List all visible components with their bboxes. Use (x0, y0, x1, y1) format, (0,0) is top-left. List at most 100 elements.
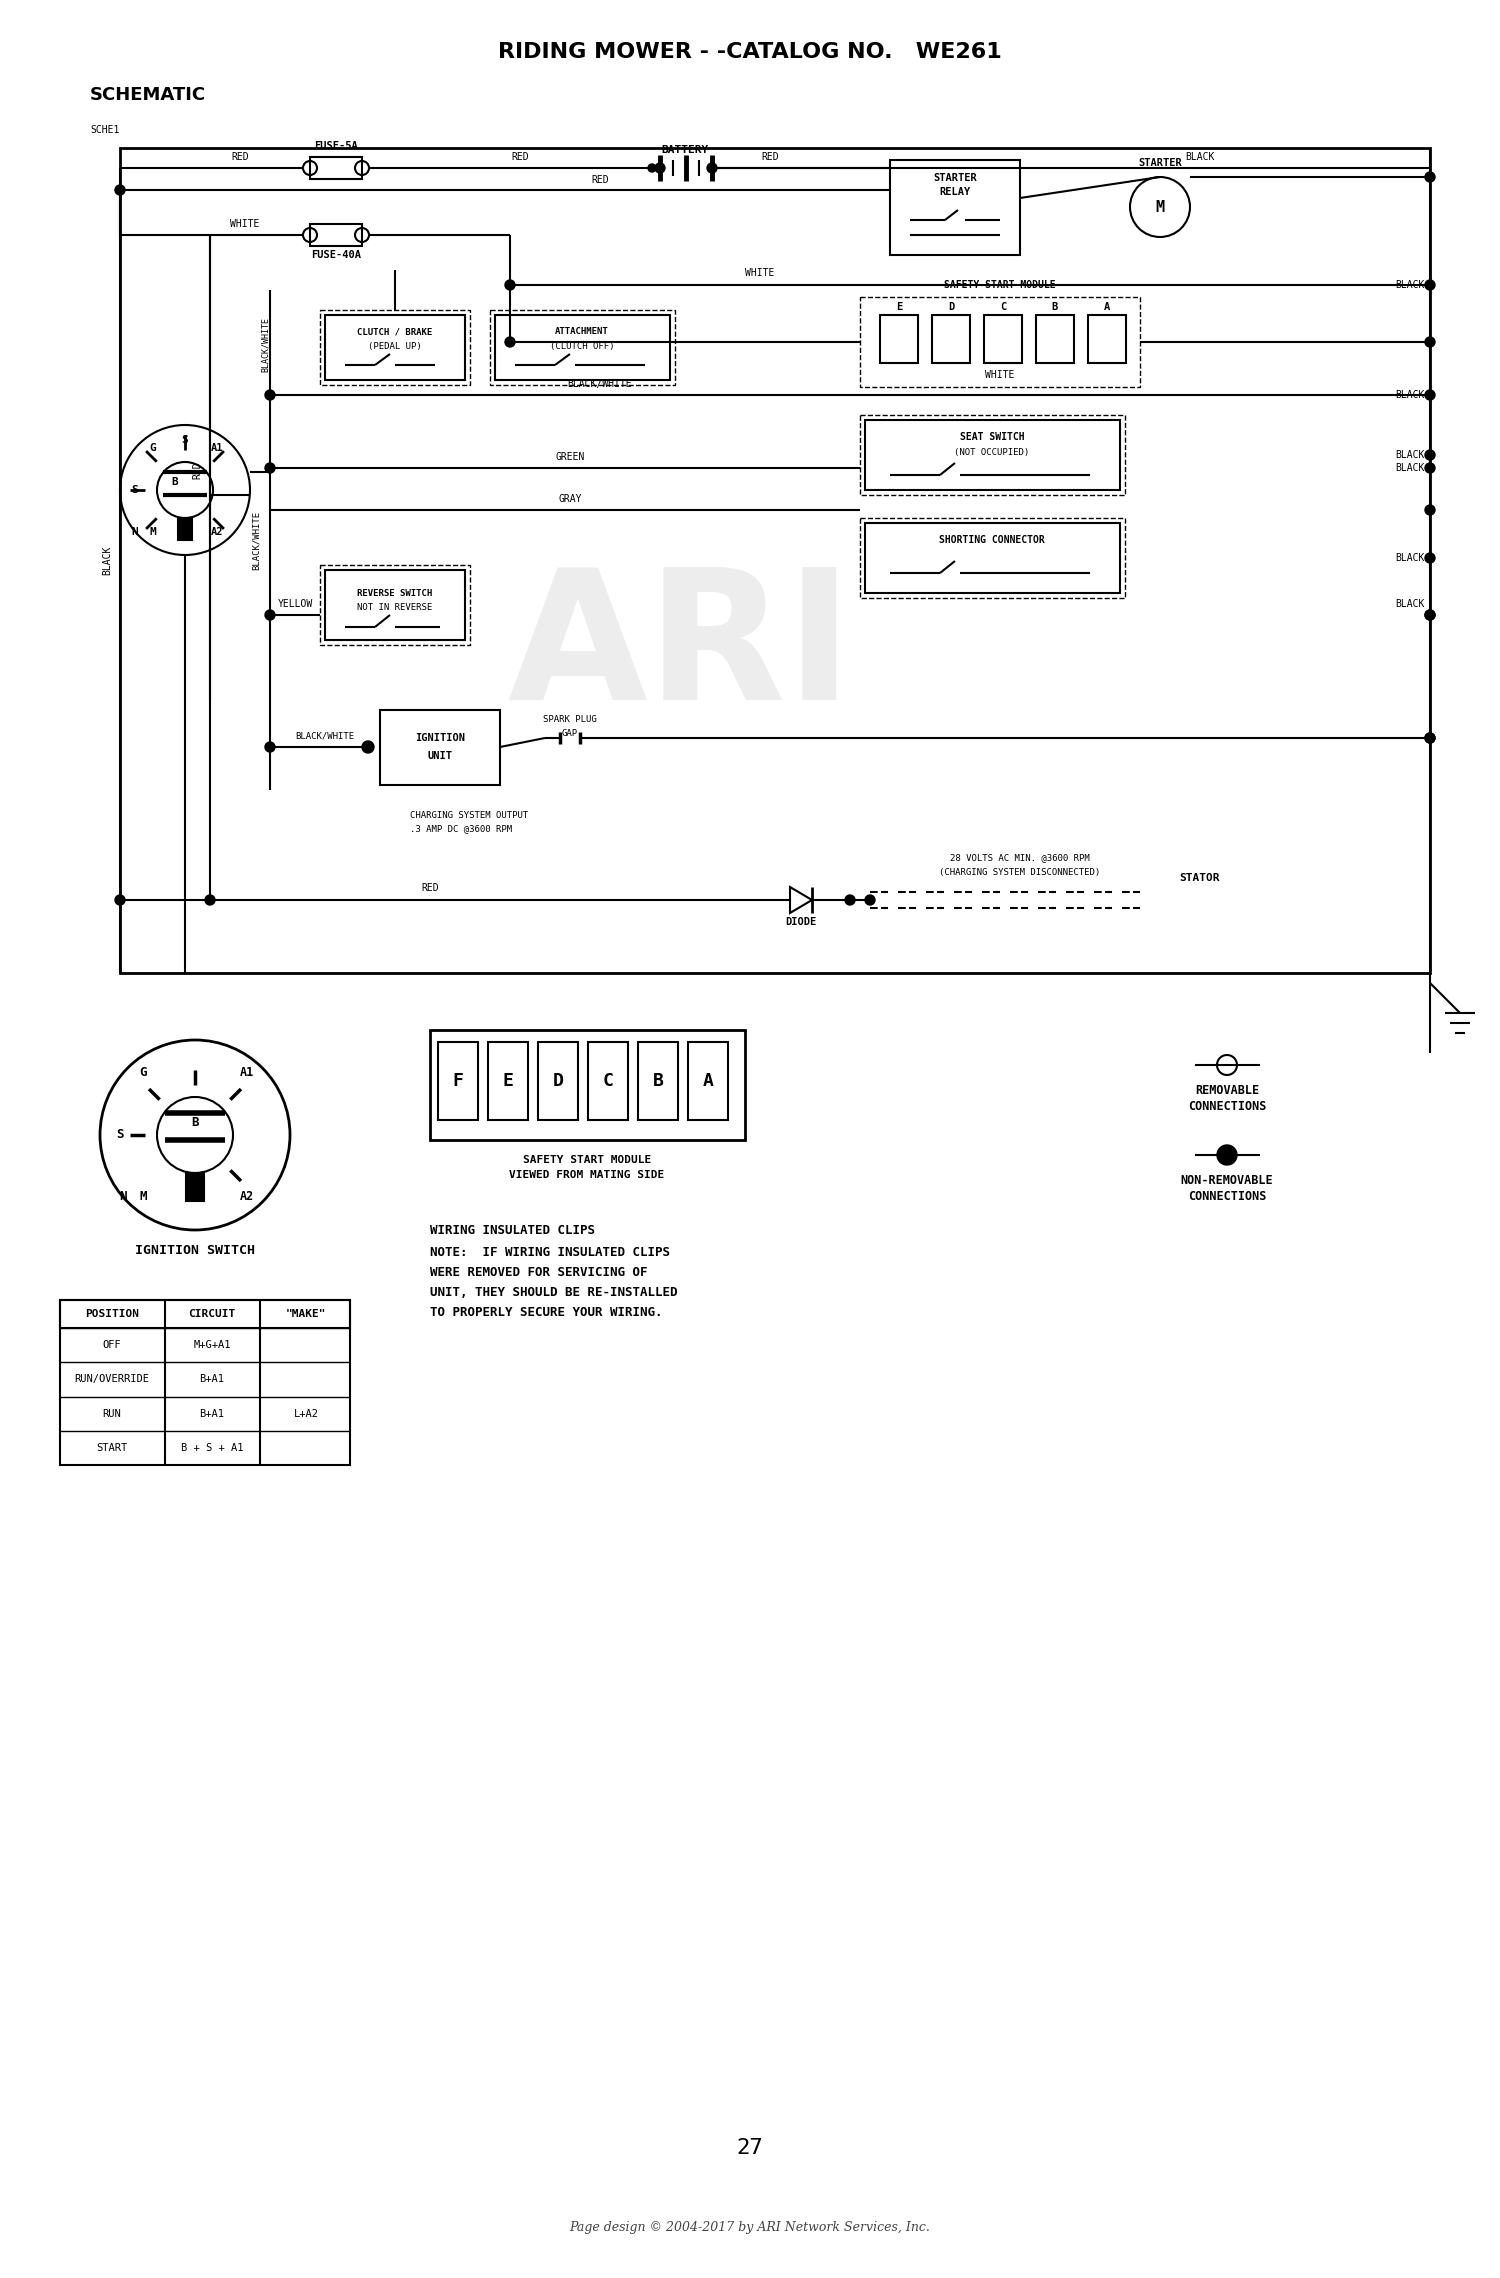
Text: ATTACHMENT: ATTACHMENT (555, 328, 609, 337)
Text: RUN/OVERRIDE: RUN/OVERRIDE (75, 1374, 150, 1385)
Text: S: S (182, 435, 189, 444)
Text: N: N (132, 526, 138, 538)
Bar (380, 711, 500, 786)
Circle shape (1425, 554, 1436, 563)
Circle shape (706, 164, 717, 173)
Bar (880, 314, 918, 362)
Circle shape (1425, 451, 1436, 460)
Text: REMOVABLE: REMOVABLE (1196, 1084, 1258, 1096)
Bar (638, 1041, 678, 1121)
Circle shape (266, 462, 274, 474)
Text: RELAY: RELAY (939, 187, 970, 196)
Text: SCHEMATIC: SCHEMATIC (90, 87, 206, 105)
Bar (865, 524, 1120, 592)
Text: ARI: ARI (507, 563, 854, 738)
Text: (PEDAL UP): (PEDAL UP) (368, 342, 422, 351)
Text: G: G (140, 1066, 147, 1080)
Text: NON-REMOVABLE: NON-REMOVABLE (1180, 1173, 1274, 1187)
Bar (859, 415, 1125, 494)
Circle shape (158, 462, 213, 517)
Text: B + S + A1: B + S + A1 (180, 1442, 243, 1453)
Bar (186, 1173, 204, 1201)
Text: N: N (120, 1191, 126, 1203)
Circle shape (656, 164, 664, 173)
Text: RED: RED (512, 153, 530, 162)
Circle shape (206, 895, 214, 904)
Bar (932, 314, 970, 362)
Text: SCHE1: SCHE1 (90, 125, 120, 134)
Text: SAFETY START MODULE: SAFETY START MODULE (944, 280, 1056, 289)
Text: C: C (603, 1073, 613, 1089)
Text: BLACK: BLACK (1395, 599, 1425, 608)
Text: GAP: GAP (562, 729, 578, 738)
Text: RED: RED (192, 460, 202, 478)
Circle shape (116, 895, 124, 904)
Text: E: E (896, 303, 902, 312)
Text: BLACK/WHITE: BLACK/WHITE (252, 510, 261, 570)
Circle shape (266, 743, 274, 752)
Text: L+A2: L+A2 (294, 1408, 318, 1419)
Text: CHARGING SYSTEM OUTPUT: CHARGING SYSTEM OUTPUT (410, 811, 528, 820)
Text: 27: 27 (736, 2139, 764, 2157)
Text: B: B (192, 1116, 198, 1130)
Bar (178, 517, 192, 540)
Circle shape (362, 740, 374, 754)
Text: UNIT: UNIT (427, 752, 453, 761)
Bar (538, 1041, 578, 1121)
Text: REVERSE SWITCH: REVERSE SWITCH (357, 588, 432, 597)
Circle shape (266, 611, 274, 620)
Bar (488, 1041, 528, 1121)
Circle shape (1216, 1146, 1237, 1164)
Circle shape (1425, 337, 1436, 346)
Text: WIRING INSULATED CLIPS: WIRING INSULATED CLIPS (430, 1223, 596, 1237)
Text: SHORTING CONNECTOR: SHORTING CONNECTOR (939, 535, 1046, 544)
Bar (588, 1041, 628, 1121)
Text: YELLOW: YELLOW (278, 599, 312, 608)
Text: BLACK: BLACK (1395, 462, 1425, 474)
Bar (1088, 314, 1126, 362)
Text: BLACK/WHITE: BLACK/WHITE (296, 731, 354, 740)
Text: WERE REMOVED FOR SERVICING OF: WERE REMOVED FOR SERVICING OF (430, 1267, 648, 1278)
Text: BLACK: BLACK (102, 544, 112, 574)
Text: S: S (117, 1128, 123, 1141)
Circle shape (865, 895, 874, 904)
Text: SEAT SWITCH: SEAT SWITCH (960, 433, 1024, 442)
Text: M: M (140, 1191, 147, 1203)
Text: RED: RED (760, 153, 778, 162)
Bar (430, 1030, 746, 1139)
Bar (320, 565, 470, 645)
Bar (1036, 314, 1074, 362)
Text: IGNITION: IGNITION (416, 734, 465, 743)
Text: BLACK: BLACK (1395, 390, 1425, 401)
Bar (890, 159, 1020, 255)
Text: BLACK/WHITE: BLACK/WHITE (567, 378, 633, 390)
Text: (CLUTCH OFF): (CLUTCH OFF) (549, 342, 615, 351)
Text: BLACK: BLACK (1395, 451, 1425, 460)
Bar (326, 570, 465, 640)
Bar (310, 223, 362, 246)
Text: B: B (171, 476, 178, 487)
Text: E: E (503, 1073, 513, 1089)
Text: D: D (948, 303, 954, 312)
Bar (865, 419, 1120, 490)
Text: SPARK PLUG: SPARK PLUG (543, 715, 597, 724)
Text: RIDING MOWER - -CATALOG NO.   WE261: RIDING MOWER - -CATALOG NO. WE261 (498, 41, 1002, 62)
Text: B: B (652, 1073, 663, 1089)
Text: BLACK/WHITE: BLACK/WHITE (261, 317, 270, 374)
Bar (438, 1041, 479, 1121)
Bar (326, 314, 465, 380)
Bar (984, 314, 1022, 362)
Text: VIEWED FROM MATING SIDE: VIEWED FROM MATING SIDE (510, 1171, 664, 1180)
Circle shape (844, 895, 855, 904)
Text: UNIT, THEY SHOULD BE RE-INSTALLED: UNIT, THEY SHOULD BE RE-INSTALLED (430, 1285, 678, 1298)
Text: BLACK: BLACK (1395, 554, 1425, 563)
Text: FUSE-5A: FUSE-5A (314, 141, 358, 150)
Text: "MAKE": "MAKE" (285, 1310, 327, 1319)
Text: TO PROPERLY SECURE YOUR WIRING.: TO PROPERLY SECURE YOUR WIRING. (430, 1305, 663, 1319)
Circle shape (506, 280, 515, 289)
Bar (320, 310, 470, 385)
Text: D: D (552, 1073, 564, 1089)
Text: S: S (132, 485, 138, 494)
Text: SAFETY START MODULE: SAFETY START MODULE (524, 1155, 651, 1164)
Bar (688, 1041, 728, 1121)
